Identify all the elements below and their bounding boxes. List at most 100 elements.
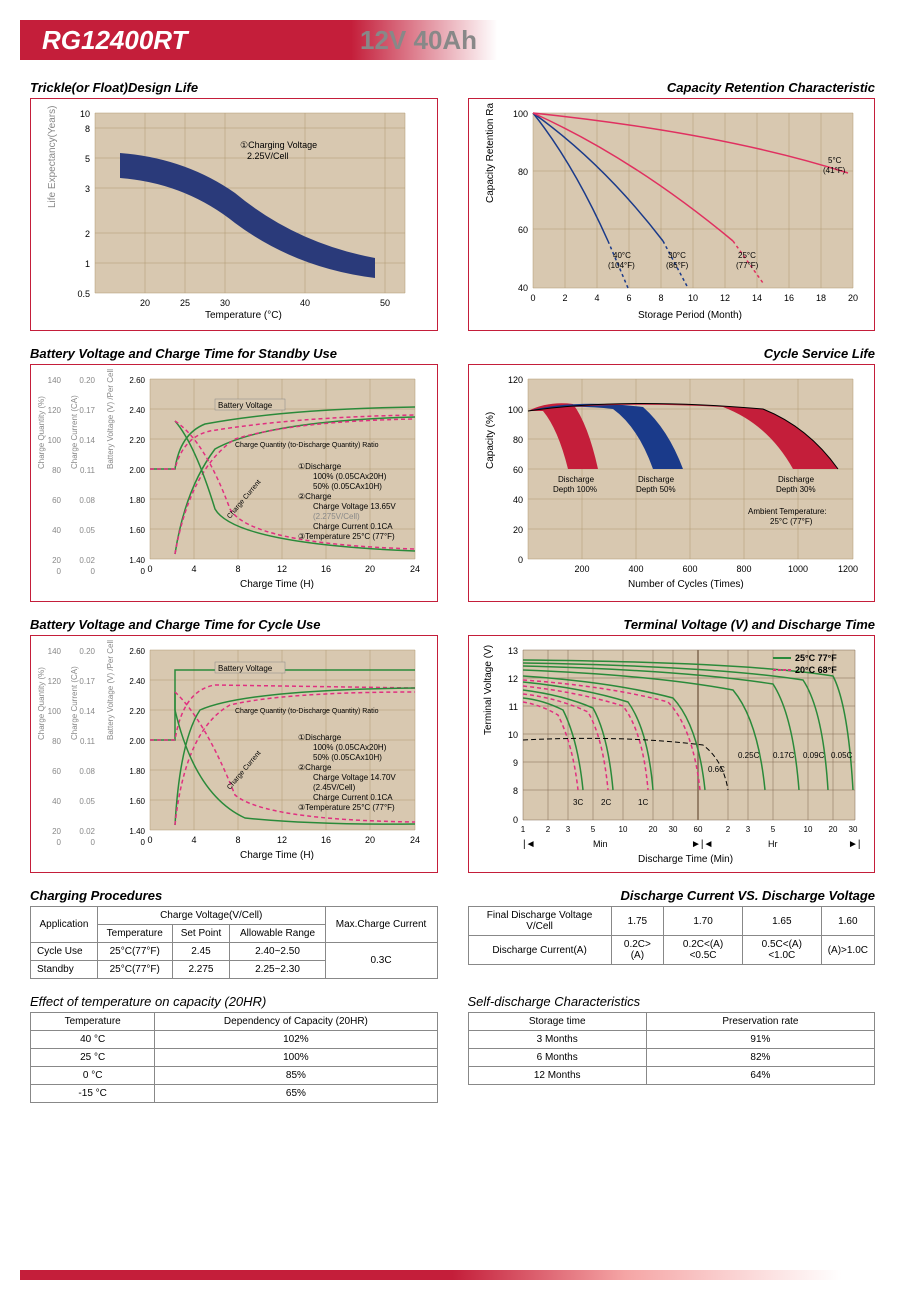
svg-text:1200: 1200 xyxy=(837,564,857,574)
svg-text:100: 100 xyxy=(48,707,62,716)
cell: 85% xyxy=(155,1067,437,1085)
terminal-title: Terminal Voltage (V) and Discharge Time xyxy=(468,617,876,632)
svg-text:③Temperature 25°C (77°F): ③Temperature 25°C (77°F) xyxy=(298,532,395,541)
svg-text:20: 20 xyxy=(52,827,61,836)
svg-text:1000: 1000 xyxy=(787,564,807,574)
charging-title: Charging Procedures xyxy=(30,888,438,903)
svg-text:16: 16 xyxy=(783,293,793,303)
svg-text:0.14: 0.14 xyxy=(79,436,95,445)
th-app: Application xyxy=(31,907,98,943)
svg-text:Battery Voltage (V) /Per Cell: Battery Voltage (V) /Per Cell xyxy=(106,640,115,740)
cell: 1.60 xyxy=(821,907,874,936)
svg-text:20: 20 xyxy=(140,298,150,308)
svg-text:100% (0.05CAx20H): 100% (0.05CAx20H) xyxy=(313,472,387,481)
svg-text:30: 30 xyxy=(668,825,677,834)
svg-text:Capacity Retention Ratio (%): Capacity Retention Ratio (%) xyxy=(485,103,496,203)
svg-text:40: 40 xyxy=(300,298,310,308)
svg-text:0.11: 0.11 xyxy=(80,737,96,746)
svg-text:Charge Current (CA): Charge Current (CA) xyxy=(70,395,79,469)
svg-text:140: 140 xyxy=(48,376,62,385)
svg-text:8: 8 xyxy=(85,124,90,134)
svg-text:5: 5 xyxy=(85,154,90,164)
svg-text:10: 10 xyxy=(803,825,812,834)
svg-text:30: 30 xyxy=(220,298,230,308)
svg-text:Temperature (°C): Temperature (°C) xyxy=(205,310,282,321)
th: Preservation rate xyxy=(646,1013,874,1031)
svg-text:16: 16 xyxy=(321,835,331,845)
svg-text:Charge Voltage 13.65V: Charge Voltage 13.65V xyxy=(313,502,396,511)
th-sp: Set Point xyxy=(172,925,230,943)
svg-text:(2.45V/Cell): (2.45V/Cell) xyxy=(313,783,356,792)
cell: 2.40~2.50 xyxy=(230,943,325,961)
svg-text:16: 16 xyxy=(321,564,331,574)
svg-text:1: 1 xyxy=(85,259,90,269)
trickle-title: Trickle(or Float)Design Life xyxy=(30,80,438,95)
svg-text:0: 0 xyxy=(57,567,62,576)
cell: 2.25~2.30 xyxy=(230,961,325,979)
svg-text:200: 200 xyxy=(574,564,589,574)
svg-text:20: 20 xyxy=(512,525,522,535)
svg-text:Discharge: Discharge xyxy=(558,475,595,484)
svg-text:0: 0 xyxy=(147,835,152,845)
cell: 25 °C xyxy=(31,1049,155,1067)
svg-text:24: 24 xyxy=(410,835,420,845)
svg-text:0.25C: 0.25C xyxy=(738,751,760,760)
svg-text:2.60: 2.60 xyxy=(129,647,145,656)
svg-text:2.00: 2.00 xyxy=(129,737,145,746)
svg-text:80: 80 xyxy=(517,167,527,177)
svg-text:40: 40 xyxy=(52,797,61,806)
svg-text:1.80: 1.80 xyxy=(129,767,145,776)
retention-chart: 40°C(104°F)30°C(86°F)25°C(77°F)5°C(41°F)… xyxy=(468,98,876,331)
svg-text:2: 2 xyxy=(85,229,90,239)
svg-text:2.25V/Cell: 2.25V/Cell xyxy=(247,151,289,161)
svg-text:8: 8 xyxy=(658,293,663,303)
svg-text:0: 0 xyxy=(512,815,517,825)
svg-text:Charge Current 0.1CA: Charge Current 0.1CA xyxy=(313,793,393,802)
svg-text:10: 10 xyxy=(507,730,517,740)
svg-text:Charge Current 0.1CA: Charge Current 0.1CA xyxy=(313,522,393,531)
svg-text:100% (0.05CAx20H): 100% (0.05CAx20H) xyxy=(313,743,387,752)
svg-text:20°C 68°F: 20°C 68°F xyxy=(795,665,837,675)
cell: 40 °C xyxy=(31,1031,155,1049)
svg-text:60: 60 xyxy=(693,825,702,834)
svg-text:(77°F): (77°F) xyxy=(736,261,759,270)
th-ar: Allowable Range xyxy=(230,925,325,943)
svg-text:0.05C: 0.05C xyxy=(831,751,853,760)
svg-text:80: 80 xyxy=(52,466,61,475)
svg-text:0: 0 xyxy=(517,555,522,565)
svg-text:Depth 50%: Depth 50% xyxy=(636,485,676,494)
svg-text:20: 20 xyxy=(648,825,657,834)
cell: 64% xyxy=(646,1067,874,1085)
cell: 0.3C xyxy=(325,943,437,979)
svg-text:0: 0 xyxy=(147,564,152,574)
svg-text:100: 100 xyxy=(512,109,527,119)
svg-text:10: 10 xyxy=(80,109,90,119)
spec-label: 12V 40Ah xyxy=(360,25,477,56)
svg-text:20: 20 xyxy=(847,293,857,303)
svg-text:Discharge: Discharge xyxy=(638,475,675,484)
svg-text:0.05: 0.05 xyxy=(79,797,95,806)
retention-title: Capacity Retention Characteristic xyxy=(468,80,876,95)
th: Dependency of Capacity (20HR) xyxy=(155,1013,437,1031)
svg-text:Terminal Voltage (V): Terminal Voltage (V) xyxy=(483,645,494,735)
th: Discharge Current(A) xyxy=(468,936,611,965)
svg-text:0.17: 0.17 xyxy=(79,677,95,686)
svg-text:Capacity (%): Capacity (%) xyxy=(485,412,496,469)
svg-text:Charge Voltage 14.70V: Charge Voltage 14.70V xyxy=(313,773,396,782)
svg-text:0.17C: 0.17C xyxy=(773,751,795,760)
svg-text:1C: 1C xyxy=(638,798,648,807)
svg-text:0: 0 xyxy=(91,838,96,847)
svg-text:③Temperature 25°C (77°F): ③Temperature 25°C (77°F) xyxy=(298,803,395,812)
svg-text:80: 80 xyxy=(512,435,522,445)
svg-text:800: 800 xyxy=(736,564,751,574)
svg-text:10: 10 xyxy=(618,825,627,834)
svg-text:1.60: 1.60 xyxy=(129,797,145,806)
svg-text:0.14: 0.14 xyxy=(79,707,95,716)
cell: 102% xyxy=(155,1031,437,1049)
svg-text:40: 40 xyxy=(52,526,61,535)
cell: 0.2C<(A)<0.5C xyxy=(664,936,743,965)
svg-text:►|: ►| xyxy=(848,839,861,850)
svg-text:0.6C: 0.6C xyxy=(708,765,725,774)
svg-text:0.09C: 0.09C xyxy=(803,751,825,760)
cell: 65% xyxy=(155,1085,437,1103)
